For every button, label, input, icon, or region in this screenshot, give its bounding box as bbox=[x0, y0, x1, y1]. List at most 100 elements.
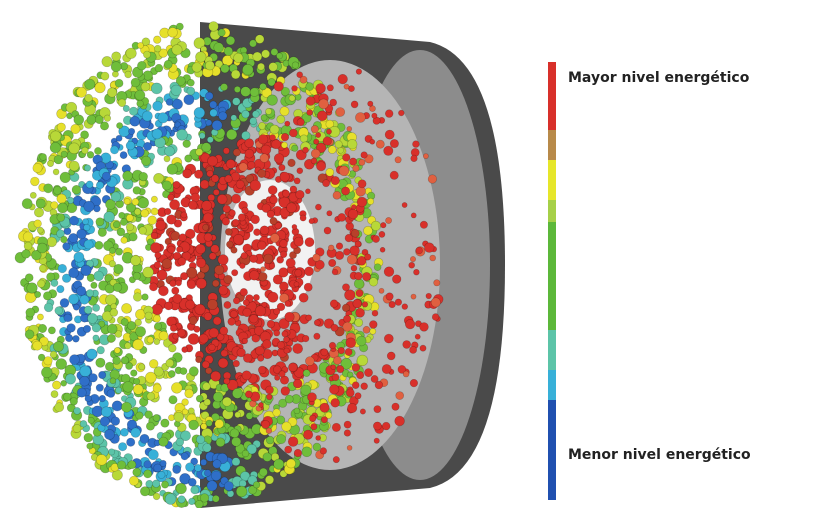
particle bbox=[344, 421, 351, 428]
particle bbox=[292, 86, 298, 92]
particle bbox=[181, 453, 188, 460]
particle bbox=[343, 322, 352, 331]
particle bbox=[149, 359, 158, 368]
particle bbox=[258, 135, 268, 145]
particle bbox=[160, 460, 166, 466]
particle bbox=[382, 422, 390, 430]
particle bbox=[331, 176, 339, 184]
particle bbox=[316, 84, 326, 94]
particle bbox=[183, 140, 191, 148]
particle bbox=[242, 110, 250, 118]
particle bbox=[142, 111, 152, 121]
particle bbox=[83, 325, 90, 332]
particle bbox=[345, 348, 352, 355]
particle bbox=[167, 164, 178, 175]
particle bbox=[47, 160, 53, 166]
particle bbox=[230, 429, 239, 438]
particle bbox=[88, 313, 98, 323]
particle bbox=[324, 227, 331, 234]
particle bbox=[170, 325, 177, 332]
particle bbox=[26, 308, 35, 317]
particle bbox=[168, 370, 175, 377]
particle bbox=[220, 327, 228, 335]
particle bbox=[95, 241, 103, 249]
particle bbox=[202, 361, 209, 368]
particle bbox=[357, 371, 364, 378]
particle bbox=[69, 268, 79, 278]
particle bbox=[61, 151, 67, 157]
particle bbox=[211, 471, 221, 481]
particle bbox=[171, 85, 182, 96]
particle bbox=[142, 294, 149, 301]
particle bbox=[415, 334, 420, 339]
particle bbox=[144, 461, 152, 469]
particle bbox=[226, 129, 237, 140]
particle bbox=[211, 245, 219, 253]
particle bbox=[129, 107, 137, 115]
particle bbox=[69, 216, 78, 225]
particle bbox=[261, 145, 271, 155]
particle bbox=[300, 215, 306, 221]
particle bbox=[219, 112, 228, 121]
particle bbox=[102, 172, 110, 180]
particle bbox=[232, 194, 241, 203]
particle bbox=[130, 116, 140, 126]
particle bbox=[110, 309, 118, 317]
particle bbox=[249, 315, 258, 324]
particle bbox=[283, 337, 289, 343]
particle bbox=[120, 152, 127, 159]
particle bbox=[236, 180, 244, 188]
particle bbox=[280, 107, 289, 116]
particle bbox=[207, 137, 213, 143]
particle bbox=[218, 29, 225, 36]
particle bbox=[266, 394, 272, 400]
particle bbox=[386, 293, 393, 300]
particle bbox=[43, 292, 51, 300]
particle bbox=[250, 88, 259, 97]
particle bbox=[269, 63, 278, 72]
particle bbox=[243, 308, 252, 317]
particle bbox=[347, 255, 357, 265]
particle bbox=[67, 324, 76, 333]
particle bbox=[50, 351, 57, 358]
particle bbox=[213, 460, 222, 469]
particle bbox=[116, 248, 123, 255]
particle bbox=[281, 387, 290, 396]
particle bbox=[121, 402, 131, 412]
particle bbox=[305, 267, 314, 276]
particle bbox=[209, 344, 216, 351]
particle bbox=[226, 36, 235, 45]
particle bbox=[189, 420, 199, 430]
particle bbox=[148, 450, 158, 460]
particle bbox=[226, 241, 233, 248]
particle bbox=[161, 419, 169, 427]
particle bbox=[416, 247, 423, 254]
particle bbox=[221, 84, 228, 91]
particle bbox=[361, 152, 368, 159]
particle bbox=[372, 235, 379, 242]
particle bbox=[204, 470, 211, 477]
particle bbox=[260, 226, 269, 235]
particle bbox=[353, 165, 360, 172]
particle bbox=[155, 64, 163, 72]
particle bbox=[111, 62, 121, 72]
particle bbox=[95, 82, 106, 93]
particle bbox=[172, 99, 182, 109]
particle bbox=[155, 323, 162, 330]
particle bbox=[139, 227, 147, 235]
particle bbox=[323, 180, 330, 187]
particle bbox=[41, 367, 52, 378]
particle bbox=[232, 219, 239, 226]
particle bbox=[172, 45, 182, 55]
particle bbox=[354, 279, 364, 289]
particle bbox=[92, 324, 100, 332]
particle bbox=[95, 116, 103, 124]
particle bbox=[245, 139, 254, 148]
particle bbox=[423, 154, 428, 159]
particle bbox=[158, 471, 165, 478]
particle bbox=[402, 304, 408, 310]
particle bbox=[374, 438, 379, 443]
particle bbox=[143, 51, 150, 58]
particle bbox=[40, 154, 47, 161]
particle bbox=[191, 486, 199, 494]
